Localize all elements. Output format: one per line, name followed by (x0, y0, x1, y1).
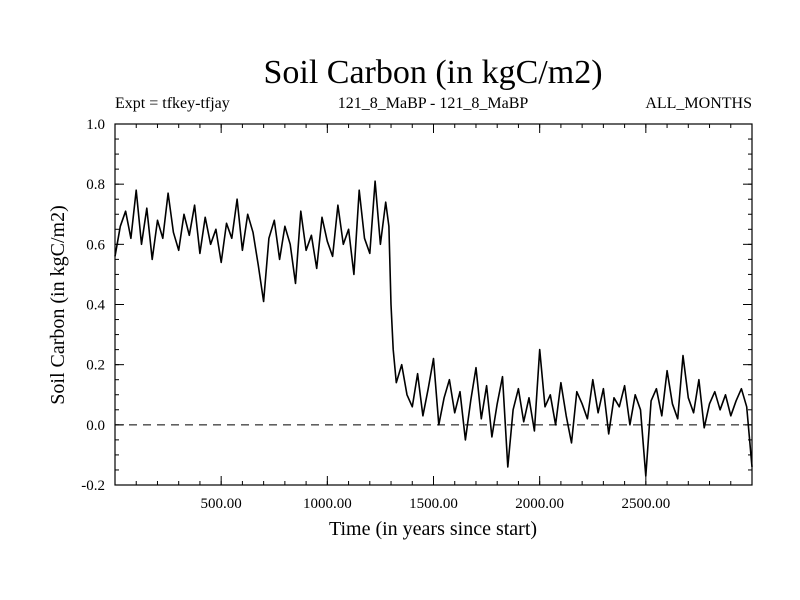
x-tick-label: 500.00 (201, 496, 242, 512)
months-label: ALL_MONTHS (645, 95, 752, 112)
x-tick-label: 1000.00 (303, 496, 352, 512)
x-tick-label: 2000.00 (515, 496, 564, 512)
y-tick-label: 0.8 (86, 177, 105, 193)
period-label: 121_8_MaBP - 121_8_MaBP (338, 95, 529, 112)
y-tick-label: 0.4 (86, 298, 105, 314)
soil-carbon-series-line (114, 180, 753, 477)
y-tick-label: -0.2 (81, 478, 105, 494)
x-tick-label: 2500.00 (621, 496, 670, 512)
experiment-label: Expt = tfkey-tfjay (115, 95, 230, 112)
plot-area: -0.2 0.0 0.2 0.4 0.6 0.8 1.0 500.00 1000.00 1500.… (81, 117, 753, 512)
chart-title: Soil Carbon (in kgC/m2) (263, 54, 602, 91)
y-tick-label: 0.2 (86, 358, 105, 374)
plot-frame (114, 123, 753, 486)
y-axis-label: Soil Carbon (in kgC/m2) (47, 205, 69, 404)
x-axis-label: Time (in years since start) (329, 518, 537, 540)
y-tick-label: 0.0 (86, 418, 105, 434)
y-tick-label: 0.6 (86, 237, 105, 253)
x-tick-label: 1500.00 (409, 496, 458, 512)
y-tick-label: 1.0 (86, 117, 105, 133)
